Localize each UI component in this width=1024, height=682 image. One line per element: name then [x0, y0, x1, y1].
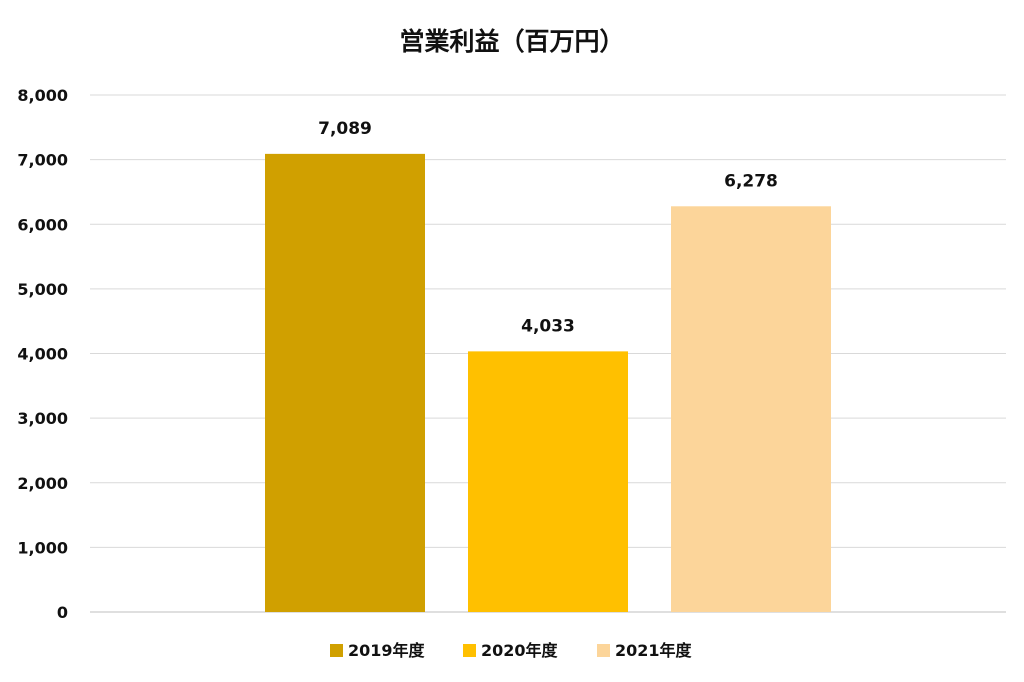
- data-label: 7,089: [318, 119, 372, 139]
- data-label: 4,033: [521, 316, 575, 336]
- legend: 2019年度 2020年度 2021年度: [330, 641, 693, 660]
- y-tick-label: 7,000: [17, 151, 68, 170]
- y-tick-label: 8,000: [17, 86, 68, 105]
- legend-label: 2019年度: [348, 641, 426, 660]
- y-tick-label: 4,000: [17, 345, 68, 364]
- data-label: 6,278: [724, 171, 778, 191]
- y-axis-tick-labels: 0 1,000 2,000 3,000 4,000 5,000 6,000 7,000 8,00…: [17, 86, 68, 622]
- legend-swatch: [330, 644, 343, 657]
- bar: [671, 206, 831, 613]
- chart-title: 営業利益（百万円）: [399, 27, 625, 56]
- legend-swatch: [597, 644, 610, 657]
- y-tick-label: 1,000: [17, 538, 68, 557]
- data-labels: 7,089 4,033 6,278: [318, 119, 778, 336]
- legend-label: 2021年度: [615, 641, 693, 660]
- legend-swatch: [463, 644, 476, 657]
- y-tick-label: 2,000: [17, 474, 68, 493]
- bars: [265, 153, 831, 613]
- bar: [468, 351, 628, 612]
- y-tick-label: 3,000: [17, 409, 68, 428]
- y-tick-label: 0: [57, 603, 68, 622]
- y-tick-label: 6,000: [17, 215, 68, 234]
- bar: [265, 153, 425, 613]
- legend-label: 2020年度: [481, 641, 559, 660]
- y-tick-label: 5,000: [17, 280, 68, 299]
